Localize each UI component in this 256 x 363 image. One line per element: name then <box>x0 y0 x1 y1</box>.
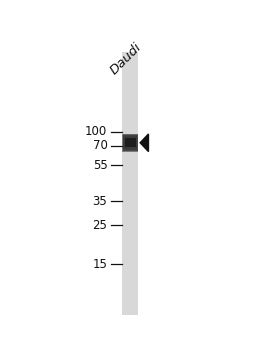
Bar <box>124 136 137 149</box>
Text: 15: 15 <box>92 258 108 271</box>
Bar <box>124 138 136 148</box>
Text: 70: 70 <box>92 139 108 152</box>
Text: 25: 25 <box>92 219 108 232</box>
Bar <box>124 138 136 147</box>
Bar <box>123 135 137 150</box>
Bar <box>124 137 136 148</box>
Bar <box>123 136 137 150</box>
Bar <box>124 136 137 149</box>
Bar <box>124 137 136 148</box>
Text: 55: 55 <box>93 159 108 172</box>
Bar <box>123 135 138 151</box>
Text: 100: 100 <box>85 125 108 138</box>
Bar <box>123 135 137 150</box>
Bar <box>123 136 137 150</box>
Polygon shape <box>140 134 148 152</box>
Bar <box>123 136 137 150</box>
Text: 35: 35 <box>93 195 108 208</box>
Bar <box>124 138 136 148</box>
Text: Daudi: Daudi <box>107 40 144 77</box>
Bar <box>125 138 136 147</box>
Bar <box>123 135 138 151</box>
Bar <box>122 134 138 151</box>
Bar <box>124 138 136 148</box>
Bar <box>123 135 137 151</box>
Bar <box>123 134 138 151</box>
Bar <box>124 137 137 149</box>
Bar <box>122 134 138 152</box>
Bar <box>122 52 138 315</box>
